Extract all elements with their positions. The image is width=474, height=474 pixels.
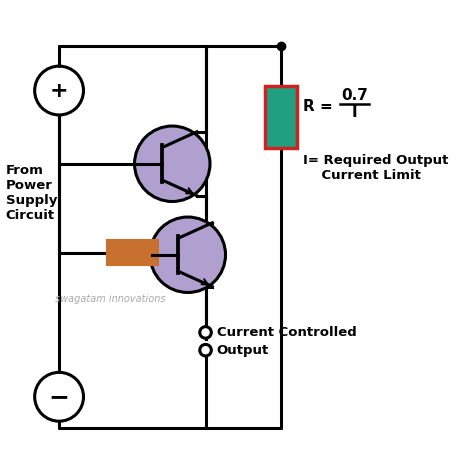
- Circle shape: [135, 126, 210, 201]
- Text: I= Required Output
    Current Limit: I= Required Output Current Limit: [303, 154, 448, 182]
- Text: I: I: [351, 105, 357, 120]
- Text: Output: Output: [217, 344, 269, 356]
- Bar: [107, 240, 158, 265]
- Text: swagatam innovations: swagatam innovations: [55, 294, 165, 304]
- Text: 0.7: 0.7: [341, 88, 368, 103]
- Bar: [265, 86, 297, 148]
- Text: From
Power
Supply
Circuit: From Power Supply Circuit: [6, 164, 57, 222]
- Text: Current Controlled: Current Controlled: [217, 326, 356, 339]
- Text: R =: R =: [303, 99, 338, 114]
- Text: −: −: [49, 385, 70, 409]
- Circle shape: [200, 345, 211, 356]
- Circle shape: [200, 327, 211, 338]
- Circle shape: [150, 217, 226, 292]
- Text: +: +: [50, 81, 68, 100]
